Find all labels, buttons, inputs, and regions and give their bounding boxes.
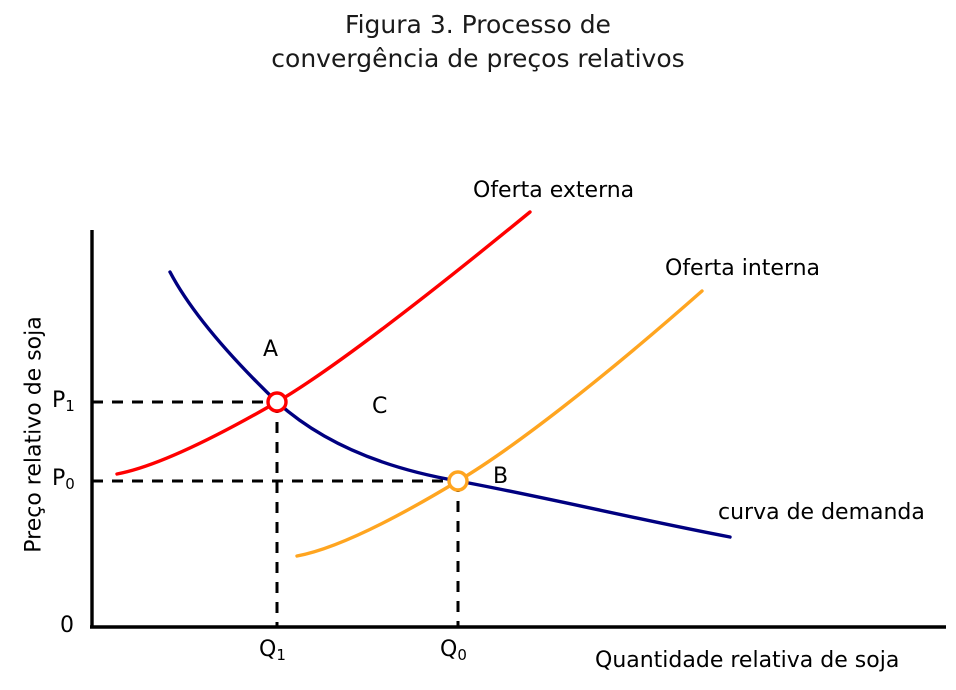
y-tick-p0-sub: 0 [65,475,75,493]
demand-curve [168,270,732,539]
y-tick-p0-text: P [52,466,66,491]
label-curva-de-demanda: curva de demanda [718,500,925,525]
x-tick-q0: Q0 [440,637,467,664]
x-tick-q1-text: Q [259,637,277,662]
x-tick-q0-text: Q [440,637,458,662]
y-tick-p1-sub: 1 [65,397,75,415]
y-axis-label: Preço relativo de soja [21,316,47,553]
internal-supply-curve [295,289,704,558]
point-b-marker [447,470,469,492]
y-tick-p1-text: P [52,388,66,413]
x-tick-q1: Q1 [259,637,286,664]
x-axis-label: Quantidade relativa de soja [595,648,900,673]
x-tick-q1-sub: 1 [276,646,286,664]
label-point-b: B [493,464,509,489]
label-oferta-externa: Oferta externa [473,178,635,203]
point-a-marker [266,391,288,413]
origin-label: 0 [60,613,74,638]
external-supply-curve [115,210,532,476]
y-tick-p1: P1 [52,388,75,415]
label-oferta-interna: Oferta interna [665,256,821,281]
y-tick-p0: P0 [52,466,75,493]
x-tick-q0-sub: 0 [457,646,467,664]
label-point-c: C [372,394,388,419]
label-point-a: A [263,337,279,362]
figure-title: Figura 3. Processo de convergência de pr… [271,10,685,73]
